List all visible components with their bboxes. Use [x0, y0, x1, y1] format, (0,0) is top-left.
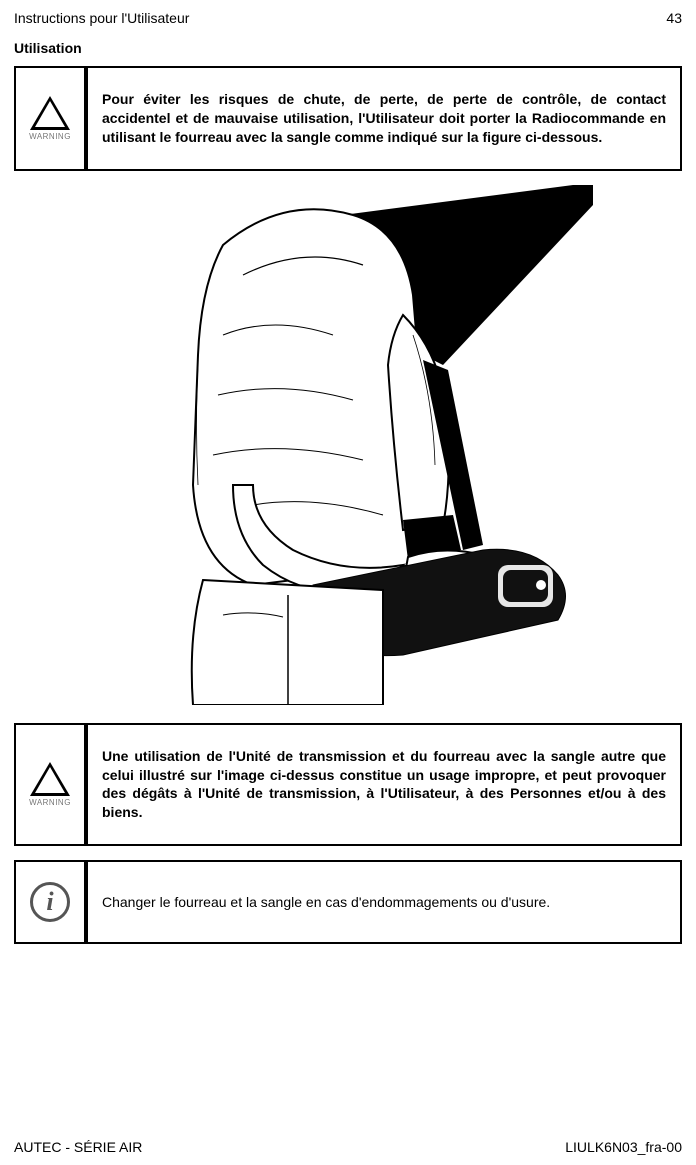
footer-right: LIULK6N03_fra-00 — [565, 1139, 682, 1155]
warning-label: WARNING — [29, 798, 71, 807]
warning-icon: WARNING — [29, 762, 71, 807]
header-title: Instructions pour l'Utilisateur — [14, 10, 189, 26]
page-number: 43 — [666, 10, 682, 26]
info-icon-cell: i — [16, 862, 88, 942]
page-footer: AUTEC - SÉRIE AIR LIULK6N03_fra-00 — [14, 1139, 682, 1155]
warning-icon: WARNING — [29, 96, 71, 141]
warning-callout-2: WARNING Une utilisation de l'Unité de tr… — [14, 723, 682, 847]
warning-text-1: Pour éviter les risques de chute, de per… — [88, 68, 680, 169]
info-text: Changer le fourreau et la sangle en cas … — [88, 862, 564, 942]
warning-icon-cell: WARNING — [16, 725, 88, 845]
warning-text-2: Une utilisation de l'Unité de transmissi… — [88, 725, 680, 845]
warning-callout-1: WARNING Pour éviter les risques de chute… — [14, 66, 682, 171]
section-title: Utilisation — [14, 40, 682, 56]
info-icon: i — [30, 882, 70, 922]
warning-label: WARNING — [29, 132, 71, 141]
footer-left: AUTEC - SÉRIE AIR — [14, 1139, 142, 1155]
page-header: Instructions pour l'Utilisateur 43 — [14, 10, 682, 26]
figure-container — [14, 185, 682, 705]
info-callout: i Changer le fourreau et la sangle en ca… — [14, 860, 682, 944]
warning-icon-cell: WARNING — [16, 68, 88, 169]
usage-figure — [103, 185, 593, 705]
